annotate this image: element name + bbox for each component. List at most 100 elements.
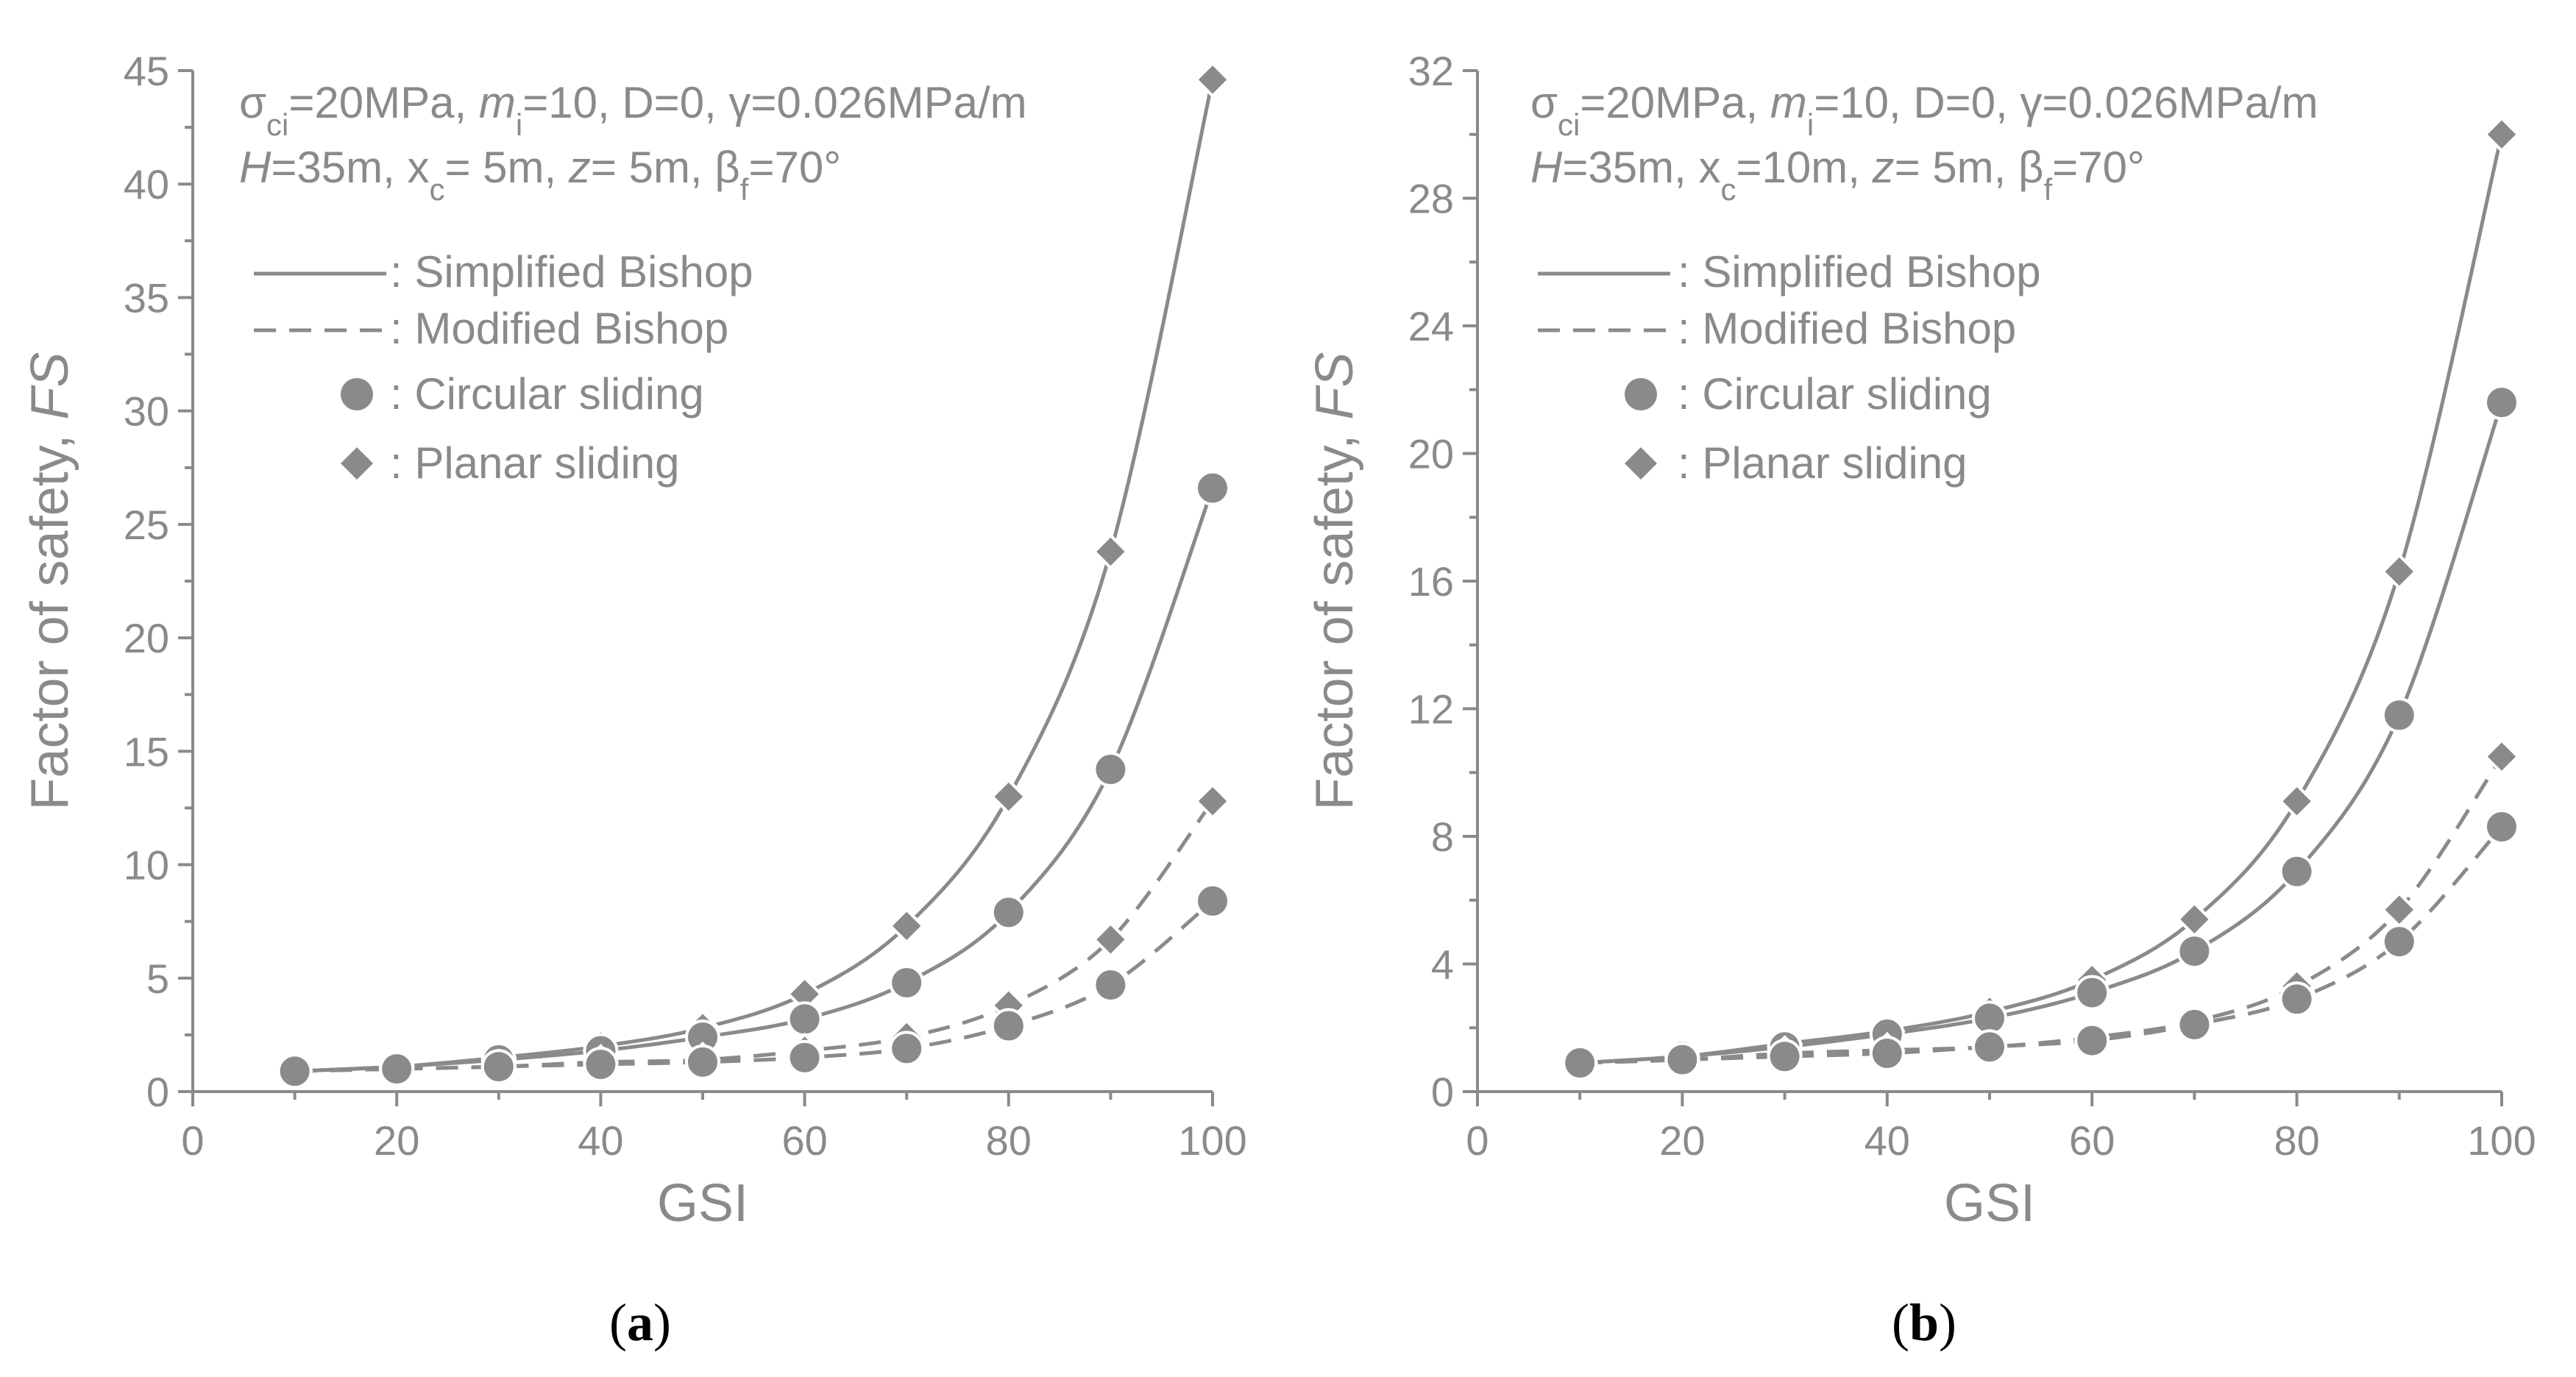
x-tick-label: 20	[374, 1117, 419, 1164]
data-point-circle	[277, 1053, 313, 1089]
legend: : Simplified Bishop : Modified Bishop : Ci…	[254, 247, 753, 488]
panel-label-paren: )	[1939, 1293, 1956, 1352]
data-point-circle	[1664, 1042, 1700, 1078]
panel-label-paren: (	[1892, 1293, 1909, 1352]
data-point-circle	[990, 1008, 1026, 1044]
legend-label: : Modified Bishop	[1678, 304, 2016, 353]
data-point-circle	[787, 1039, 823, 1075]
data-point-circle	[2484, 808, 2519, 844]
series-line-3	[1580, 755, 2504, 1065]
ann-sigma: σ	[239, 78, 266, 127]
y-tick-label: 20	[1408, 431, 1454, 477]
data-point-circle	[2074, 975, 2110, 1011]
ann-sub-ci: ci	[1558, 107, 1580, 142]
legend-label: : Circular sliding	[390, 369, 704, 419]
y-axis-title: Factor of safety, FS	[1305, 352, 1364, 811]
chart-panel-b: 0 4 8 12 16 20 24 28 32 0 20 40 60 80 100 GSI Factor of …	[1305, 48, 2536, 1352]
data-point-circle	[1972, 1029, 2007, 1065]
ann-text: =10m,	[1736, 143, 1872, 192]
y-tick-label: 0	[1431, 1069, 1454, 1115]
ann-sigma: σ	[1530, 78, 1558, 127]
data-point-diamond	[1092, 533, 1129, 570]
annotation-line-2: H=35m, xc=10m, z= 5m, βf=70°	[1530, 143, 2145, 207]
data-point-circle	[480, 1049, 517, 1085]
legend-label: : Modified Bishop	[390, 304, 728, 353]
y-tick-label: 35	[124, 274, 169, 321]
ann-text: =35m, x	[271, 143, 429, 192]
data-point-circle	[685, 1044, 720, 1080]
y-tick-label: 30	[124, 388, 169, 435]
data-point-diamond	[990, 778, 1027, 815]
ann-text: = 5m, β	[1895, 143, 2044, 192]
series-line-4	[294, 899, 1214, 1073]
legend-label: : Circular sliding	[1678, 369, 1992, 419]
ann-m: m	[1770, 78, 1807, 127]
x-tick-label: 100	[1178, 1117, 1246, 1164]
data-point-circle	[889, 964, 925, 1000]
x-tick-label: 40	[578, 1117, 623, 1164]
y-tick-label: 10	[124, 842, 169, 889]
panel-label: (a)	[609, 1293, 671, 1352]
series-line-1	[294, 79, 1215, 1073]
annotation-line-1: σci=20MPa, mi=10, D=0, γ=0.026MPa/m	[239, 78, 1027, 142]
data-point-circle	[1195, 883, 1230, 919]
data-point-diamond	[888, 908, 926, 944]
data-point-circle	[2279, 853, 2315, 889]
data-point-circle	[2279, 981, 2315, 1017]
y-tick-label: 32	[1408, 48, 1454, 94]
annotation-line-2: H=35m, xc= 5m, z= 5m, βf=70°	[239, 143, 841, 207]
ann-sub-i: i	[516, 107, 522, 142]
ann-text: =70°	[748, 143, 841, 192]
y-axis-title-symbol: FS	[21, 352, 79, 420]
ann-text: = 5m, β	[591, 143, 740, 192]
x-tick-label: 100	[2467, 1117, 2536, 1164]
ann-sub-f: f	[740, 172, 749, 207]
data-point-diamond	[2483, 738, 2520, 775]
x-tick-label: 80	[986, 1117, 1032, 1164]
legend-circle-marker	[341, 378, 373, 410]
ann-text: = 5m,	[444, 143, 568, 192]
data-point-circle	[1767, 1039, 1803, 1075]
y-tick-label: 40	[124, 161, 169, 207]
x-tick-label: 0	[181, 1117, 204, 1164]
data-point-circle	[583, 1046, 619, 1082]
legend-label: : Simplified Bishop	[1678, 247, 2041, 296]
data-point-diamond	[2278, 783, 2316, 820]
ann-text: =10, D=0, γ=0.026MPa/m	[1814, 78, 2318, 127]
ann-H: H	[239, 143, 272, 192]
data-point-circle	[1869, 1035, 1905, 1071]
data-point-diamond	[2483, 115, 2520, 153]
x-axis-title: GSI	[1944, 1174, 2035, 1233]
legend-diamond-marker	[341, 447, 373, 480]
ann-z: z	[568, 143, 591, 192]
panel-label: (b)	[1892, 1293, 1956, 1352]
panel-label-letter: a	[627, 1293, 653, 1352]
y-tick-label: 25	[124, 502, 169, 548]
y-tick-label: 24	[1408, 303, 1454, 349]
legend-label: : Simplified Bishop	[390, 247, 753, 296]
y-axis-title-text: Factor of safety,	[1305, 420, 1364, 811]
ann-text: =70°	[2052, 143, 2145, 192]
data-point-circle	[1093, 967, 1129, 1003]
data-point-circle	[787, 1001, 823, 1037]
legend: : Simplified Bishop : Modified Bishop : Ci…	[1538, 247, 2041, 488]
ann-sub-c: c	[429, 172, 444, 207]
y-tick-label: 5	[146, 956, 169, 1002]
y-tick-label: 12	[1408, 686, 1454, 733]
x-axis-title: GSI	[657, 1174, 748, 1233]
panel-label-letter: b	[1909, 1293, 1939, 1352]
panel-label-paren: )	[653, 1293, 671, 1352]
annotation-line-1: σci=20MPa, mi=10, D=0, γ=0.026MPa/m	[1530, 78, 2318, 142]
y-tick-label: 0	[146, 1069, 169, 1115]
ann-sub-c: c	[1720, 172, 1736, 207]
ann-z: z	[1872, 143, 1895, 192]
legend-label: : Planar sliding	[1678, 438, 1968, 488]
y-tick-label: 16	[1408, 558, 1454, 605]
legend-diamond-marker	[1625, 447, 1657, 480]
ann-text: =35m, x	[1562, 143, 1720, 192]
data-point-diamond	[2380, 553, 2418, 590]
data-point-circle	[2074, 1022, 2110, 1058]
data-point-circle	[2484, 385, 2519, 421]
data-point-circle	[2176, 1006, 2213, 1042]
y-axis-title-text: Factor of safety,	[21, 420, 79, 811]
